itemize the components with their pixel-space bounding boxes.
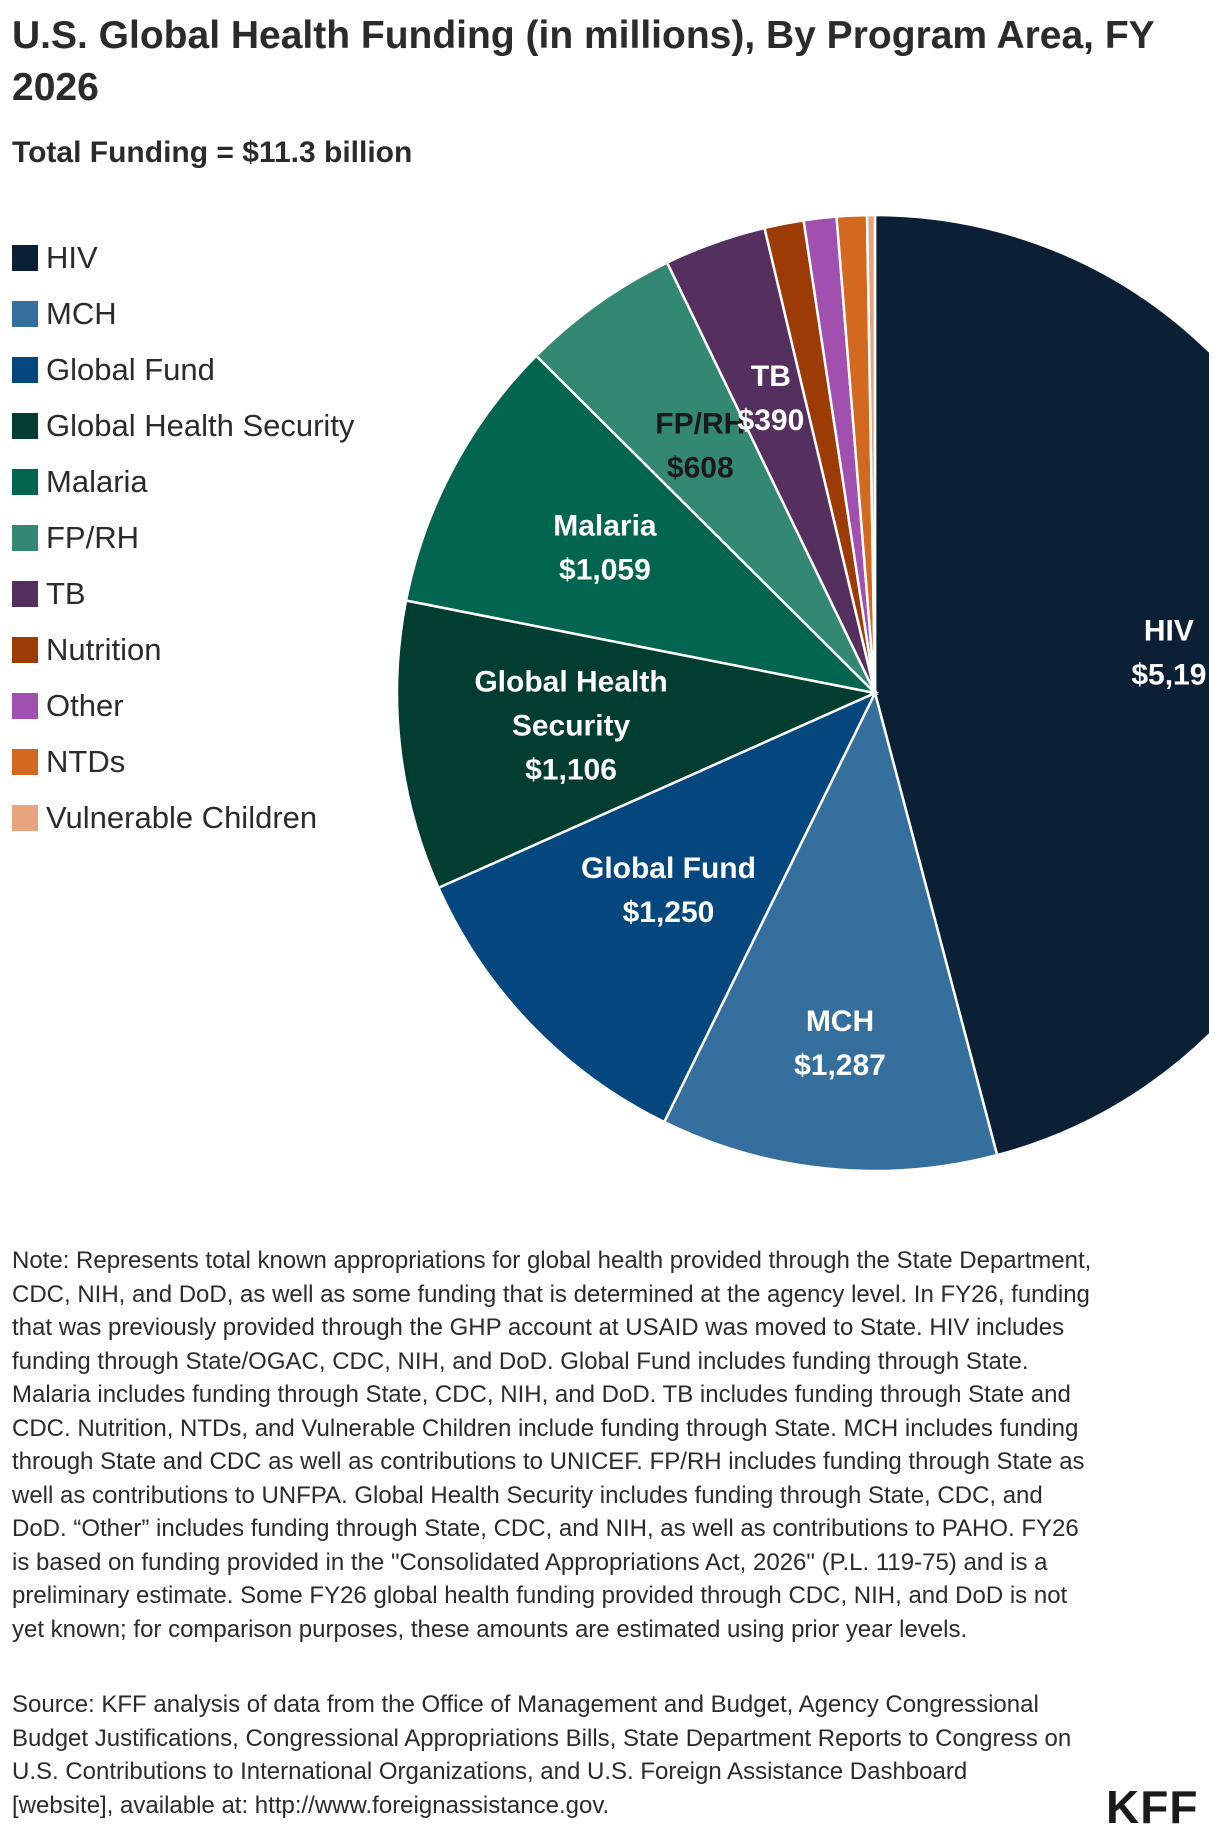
slice-name-label: Global Health [474, 665, 667, 698]
legend-swatch [12, 749, 38, 775]
pie-slice-mch [662, 689, 999, 1173]
pie-chart: HIV $5,19 MCH $1,287 Global Fund $1,250 Global… [395, 213, 1209, 1173]
pie-slice-malaria [404, 354, 879, 696]
chart-title: U.S. Global Health Funding (in millions)… [12, 14, 1154, 109]
legend-item: Malaria [12, 454, 354, 510]
legend-item: NTDs [12, 734, 354, 790]
source-note: Source: KFF analysis of data from the Of… [12, 1691, 1072, 1819]
pie-slice-global-health-security [395, 599, 880, 890]
legend-label: Other [46, 688, 124, 723]
legend-label: HIV [46, 240, 98, 275]
legend-swatch [12, 581, 38, 607]
slice-value-label: $5,19 [1131, 659, 1206, 692]
pie-slice-fp-rh [534, 260, 877, 694]
slice-name-label: Global Fund [581, 852, 756, 885]
slice-value-label: $608 [667, 452, 734, 485]
legend-swatch [12, 525, 38, 551]
kff-logo: KFF [1106, 1781, 1199, 1833]
chart-subtitle: Total Funding = $11.3 billion [12, 136, 413, 169]
footnote: Note: Represents total known appropriati… [12, 1247, 1092, 1643]
legend-item: Other [12, 678, 354, 734]
pie-slice-vulnerable-children [865, 213, 877, 694]
legend-swatch [12, 693, 38, 719]
legend-label: TB [46, 576, 86, 611]
legend-label: Vulnerable Children [46, 800, 318, 835]
legend-item: Vulnerable Children [12, 790, 354, 846]
legend-item: Global Fund [12, 342, 354, 398]
legend-swatch [12, 245, 38, 271]
slice-value-label: $1,059 [559, 553, 651, 586]
slice-name-label: HIV [1144, 615, 1194, 648]
legend-swatch [12, 469, 38, 495]
legend-label: NTDs [46, 744, 126, 779]
slice-value-label: $1,287 [794, 1049, 886, 1082]
slice-value-label: $1,106 [525, 753, 617, 786]
legend-label: FP/RH [46, 520, 139, 555]
legend-swatch [12, 805, 38, 831]
legend-label: MCH [46, 296, 117, 331]
slice-name-label: Security [512, 709, 631, 742]
slice-name-label: Malaria [553, 509, 657, 542]
pie-slice-hiv [873, 213, 1209, 1157]
slice-value-label: $390 [738, 404, 805, 437]
slice-value-label: $1,250 [623, 896, 715, 929]
pie-slice-global-fund [436, 690, 878, 1124]
legend-item: HIV [12, 230, 354, 286]
legend-swatch [12, 357, 38, 383]
legend-swatch [12, 637, 38, 663]
legend-item: MCH [12, 286, 354, 342]
slice-name-label: TB [751, 360, 791, 393]
legend-swatch [12, 413, 38, 439]
legend-label: Global Fund [46, 352, 215, 387]
legend-item: TB [12, 566, 354, 622]
legend-swatch [12, 301, 38, 327]
legend-label: Malaria [46, 464, 148, 499]
legend-label: Global Health Security [46, 408, 355, 443]
slice-name-label: FP/RH [655, 408, 745, 441]
legend-label: Nutrition [46, 632, 162, 667]
legend-item: Nutrition [12, 622, 354, 678]
legend-item: FP/RH [12, 510, 354, 566]
legend: HIV MCH Global Fund Global Health Security M… [12, 230, 354, 846]
legend-item: Global Health Security [12, 398, 354, 454]
slice-name-label: MCH [806, 1005, 874, 1038]
